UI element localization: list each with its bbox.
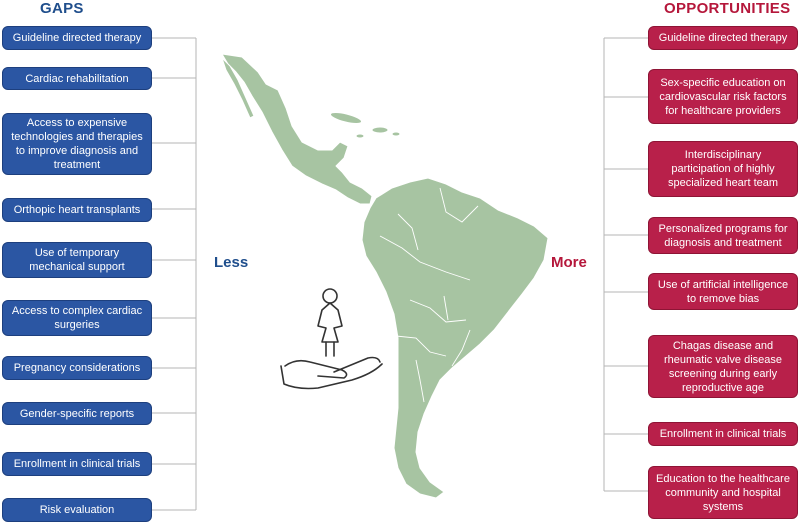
gap-item-heart-transplants: Orthopic heart transplants [2, 198, 152, 222]
gap-item-risk-evaluation: Risk evaluation [2, 498, 152, 522]
less-label: Less [214, 254, 249, 271]
opp-item-clinical-trials: Enrollment in clinical trials [648, 422, 798, 446]
gaps-title: GAPS [40, 0, 84, 17]
opp-item-artificial-intelligence: Use of artificial intelligence to remove… [648, 273, 798, 310]
more-label: More [551, 254, 587, 271]
map-puerto-rico [391, 131, 401, 137]
map-jamaica [355, 133, 365, 139]
map-south-america [361, 177, 549, 499]
map-cuba [329, 112, 363, 124]
gap-item-clinical-trials: Enrollment in clinical trials [2, 452, 152, 476]
map-mexico-central-america [221, 53, 373, 205]
gap-item-expensive-technologies: Access to expensive technologies and the… [2, 113, 152, 175]
gap-item-mechanical-support: Use of temporary mechanical support [2, 242, 152, 278]
map-hispaniola [371, 126, 389, 134]
gap-item-gender-reports: Gender-specific reports [2, 402, 152, 425]
opp-item-personalized-programs: Personalized programs for diagnosis and … [648, 217, 798, 254]
map-baja-california [221, 57, 255, 119]
gap-item-pregnancy: Pregnancy considerations [2, 356, 152, 380]
opp-item-education-healthcare: Education to the healthcare community an… [648, 466, 798, 519]
opp-item-chagas-screening: Chagas disease and rheumatic valve disea… [648, 335, 798, 398]
opp-item-guideline-therapy: Guideline directed therapy [648, 26, 798, 50]
opportunities-title: OPPORTUNITIES [664, 0, 791, 17]
opp-item-interdisciplinary-team: Interdisciplinary participation of highl… [648, 141, 798, 197]
gap-item-cardiac-rehabilitation: Cardiac rehabilitation [2, 67, 152, 90]
opp-item-sex-specific-education: Sex-specific education on cardiovascular… [648, 69, 798, 124]
gap-item-complex-surgeries: Access to complex cardiac surgeries [2, 300, 152, 336]
gap-item-guideline-therapy: Guideline directed therapy [2, 26, 152, 50]
